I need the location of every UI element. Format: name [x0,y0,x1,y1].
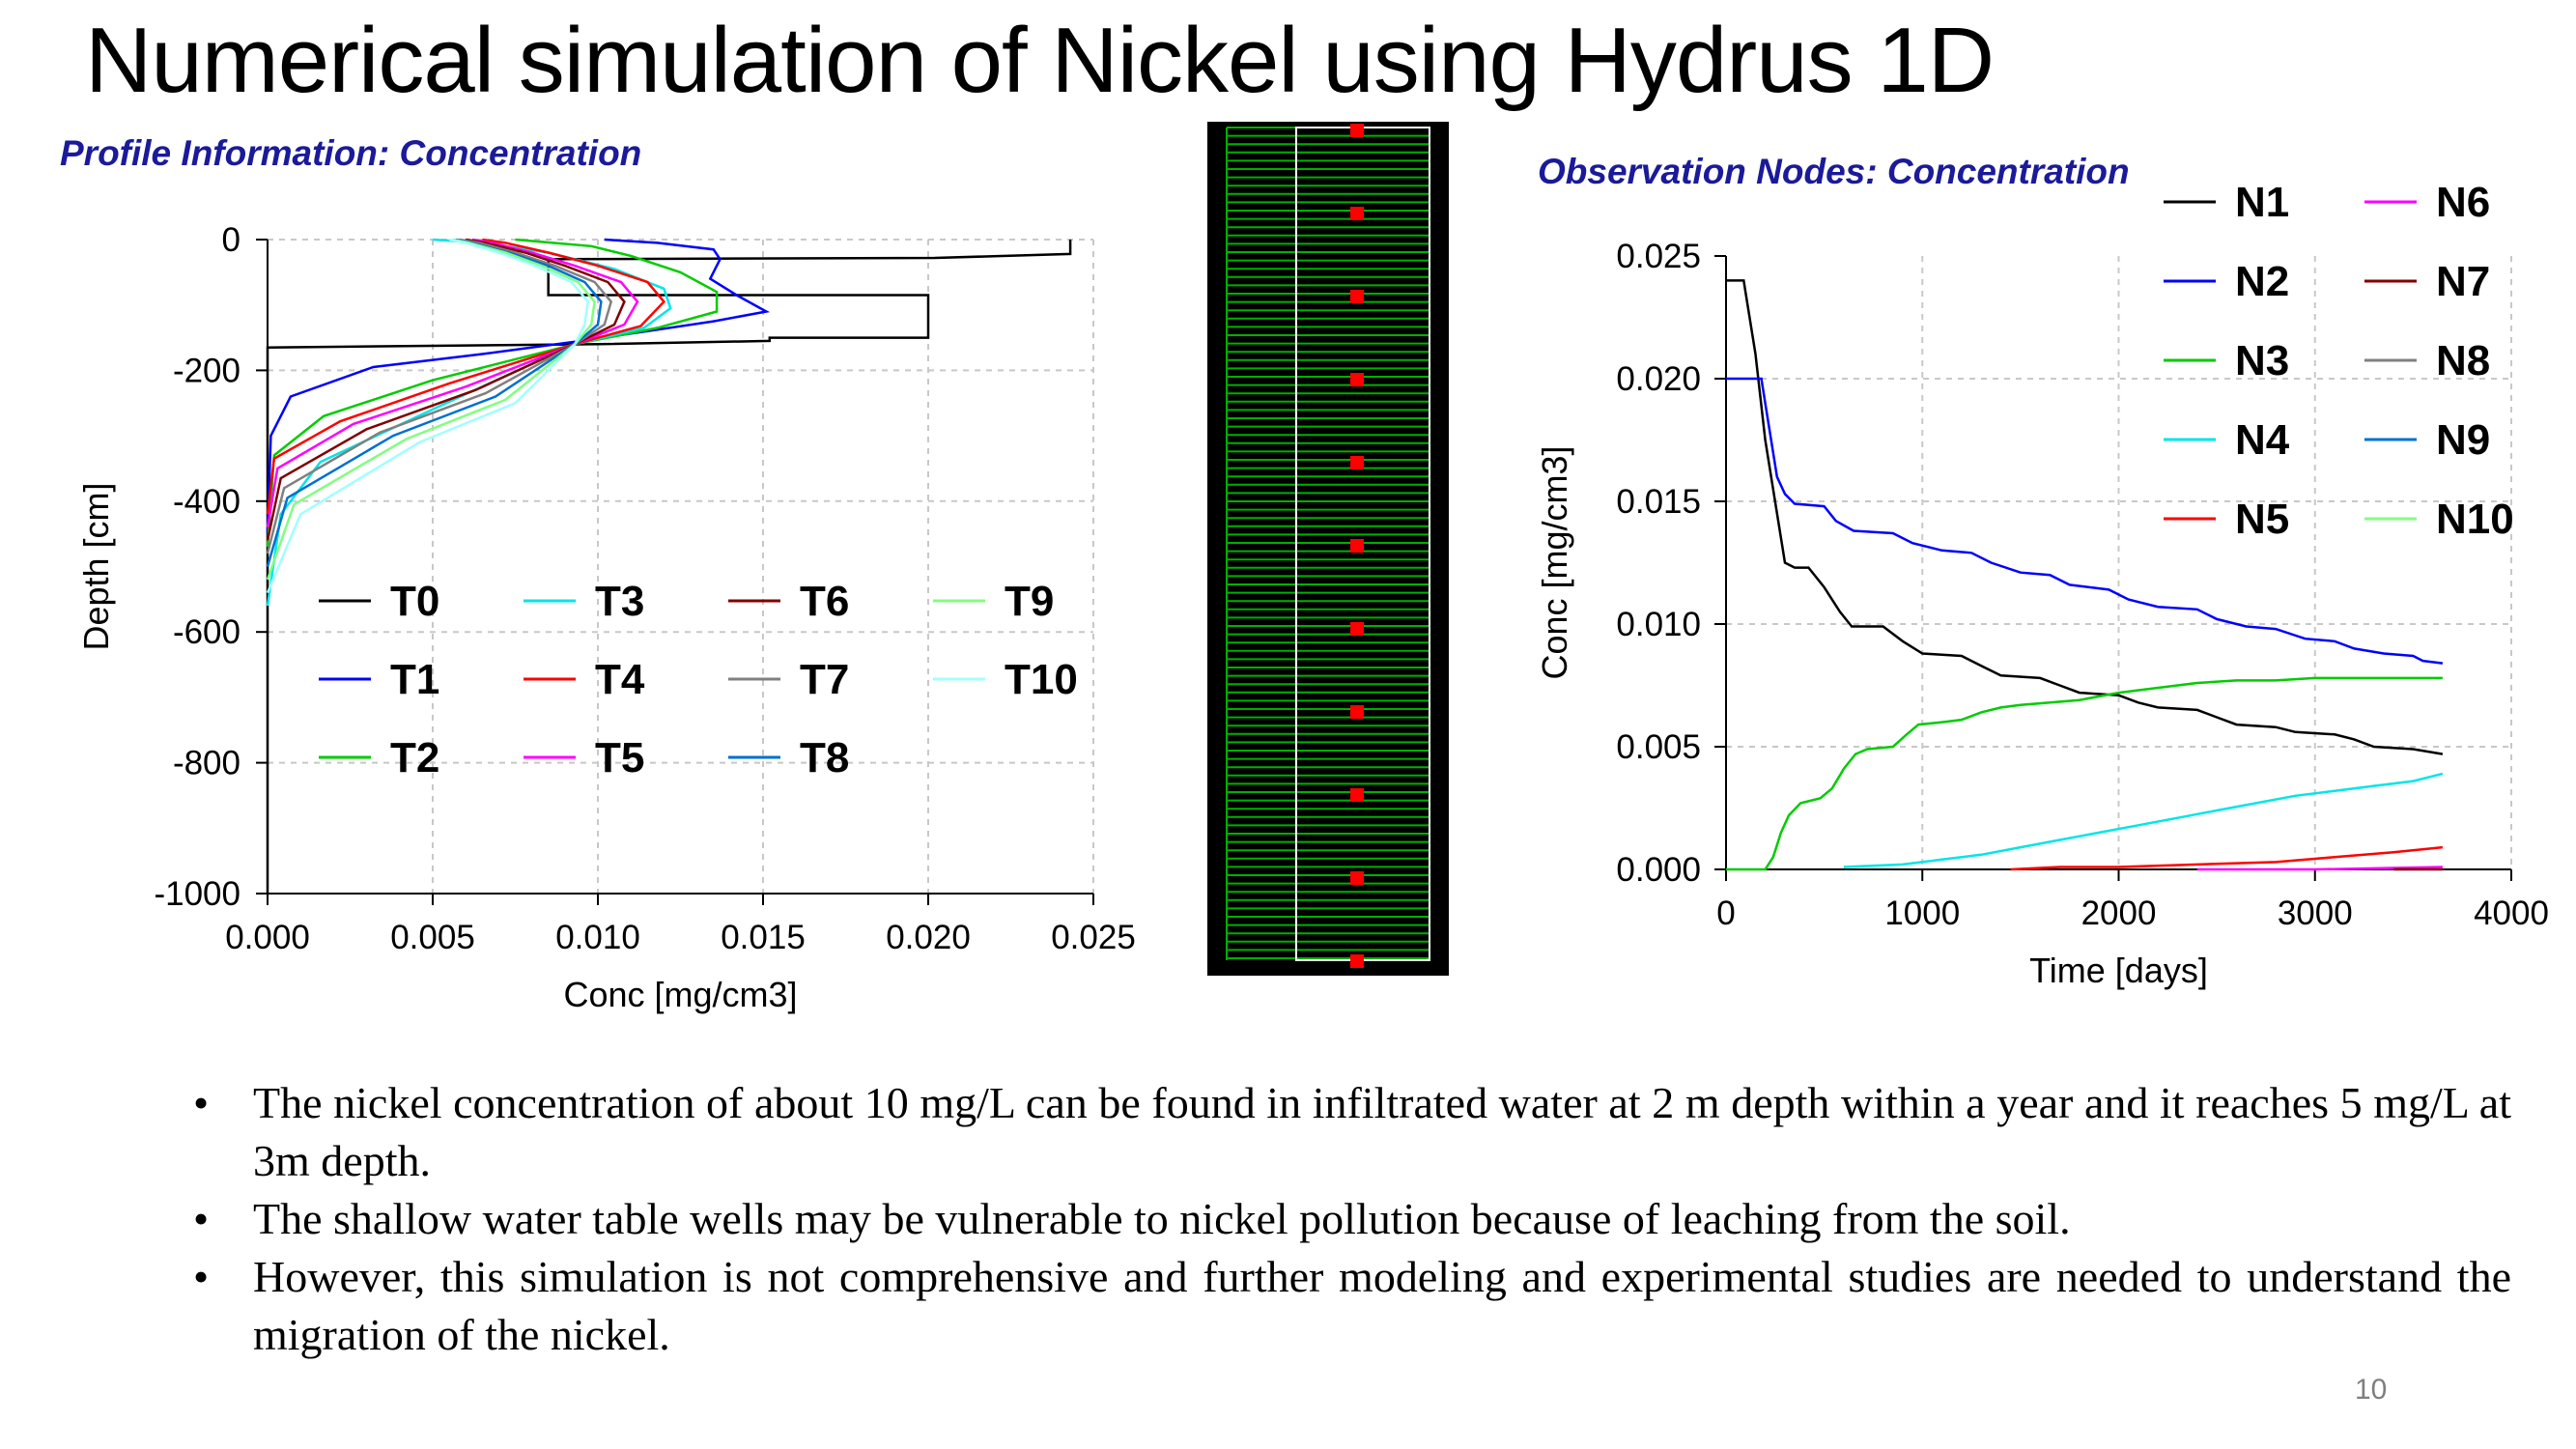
series-line-n2 [1726,377,2444,665]
x-tick-label: 0.020 [886,919,971,956]
observation-node-marker [1350,373,1364,386]
y-tick-label: 0.020 [1616,360,1701,398]
y-axis-label: Depth [cm] [76,482,116,650]
y-tick-label: -600 [173,613,241,651]
series-line-n1 [1726,279,2444,755]
observation-node-marker [1350,954,1364,968]
observation-node-marker [1350,788,1364,802]
bullet-symbol: • [193,1194,210,1243]
y-tick-label: -800 [173,745,241,782]
series-line-n5 [2010,845,2444,871]
legend-label: N4 [2235,416,2290,464]
x-tick-label: 0.025 [1051,919,1136,956]
observation-node-marker [1350,622,1364,636]
series-line-t10 [266,238,590,594]
bullet-symbol: • [193,1252,210,1301]
soil-column-mesh-svg [1207,122,1449,976]
bullet-text: The shallow water table wells may be vul… [253,1194,2071,1243]
x-tick-label: 0.005 [390,919,475,956]
legend-label: T0 [390,578,439,625]
legend-label: T4 [595,656,645,703]
legend-label: N3 [2235,337,2289,384]
legend-label: T3 [595,578,644,625]
series-line-t5 [266,238,639,528]
y-tick-label: 0.010 [1616,606,1701,643]
x-tick-label: 0.010 [555,919,640,956]
observation-node-marker [1350,456,1364,469]
legend-label: T10 [1005,656,1078,703]
series-line-t7 [266,238,613,554]
y-tick-label: 0.025 [1616,238,1701,275]
y-tick-label: -400 [173,483,241,521]
legend-label: T6 [800,578,849,625]
legend-label: N7 [2436,258,2490,305]
bullet-text: The nickel concentration of about 10 mg/… [253,1078,2511,1185]
y-tick-label: 0.005 [1616,728,1701,766]
bullet-item: • However, this simulation is not compreh… [193,1248,2511,1364]
legend-label: N5 [2235,496,2289,543]
legend-label: T8 [800,734,849,781]
y-tick-label: -1000 [154,875,241,913]
series-line-t6 [266,238,626,541]
series-line-t9 [266,238,596,581]
x-tick-label: 0.015 [721,919,806,956]
x-tick-label: 0.000 [225,919,310,956]
legend-label: T2 [390,734,439,781]
legend-label: N1 [2235,179,2289,226]
page-number: 10 [2355,1374,2388,1406]
legend-label: T7 [800,656,849,703]
legend-label: N8 [2436,337,2490,384]
legend-label: T5 [595,734,644,781]
series-line-n3 [1726,676,2443,871]
series-line-n4 [1843,772,2444,868]
observation-chart-svg: Observation Nodes: Concentration 0 1000 200… [1535,152,2549,990]
x-tick-label: 2000 [2081,895,2157,932]
bullet-text: However, this simulation is not comprehe… [253,1252,2511,1359]
x-tick-label: 1000 [1884,895,1960,932]
bullet-symbol: • [193,1078,210,1127]
x-tick-label: 4000 [2474,895,2549,932]
bullet-list: • The nickel concentration of about 10 mg… [193,1074,2511,1364]
x-tick-label: 0 [1716,895,1735,932]
legend-label: N2 [2235,258,2289,305]
mesh-background [1207,122,1449,976]
y-axis-label: Conc [mg/cm3] [1535,445,1574,679]
observation-node-marker [1350,124,1364,137]
series-line-t2 [266,238,719,548]
bullet-item: • The nickel concentration of about 10 mg… [193,1074,2511,1190]
y-tick-label: 0.015 [1616,483,1701,521]
observation-node-marker [1350,290,1364,303]
series-line-t1 [266,238,771,534]
bullet-item: • The shallow water table wells may be vu… [193,1190,2511,1248]
chart-title: Profile Information: Concentration [60,133,641,173]
legend-label: N9 [2436,416,2490,464]
y-tick-label: 0.000 [1616,851,1701,889]
series-line-t8 [266,238,603,567]
x-axis-label: Time [days] [2029,951,2208,990]
observation-node-marker [1350,705,1364,719]
y-tick-label: 0 [222,221,241,259]
series-line-t4 [266,238,666,515]
series-line-t0 [266,240,1072,894]
profile-chart-svg: Profile Information: Concentration 0.000 0… [60,133,1136,1014]
legend-label: T1 [390,656,439,703]
profile-concentration-chart: Profile Information: Concentration 0.000 0… [39,121,1149,1048]
x-axis-label: Conc [mg/cm3] [563,975,797,1014]
chart-title: Observation Nodes: Concentration [1538,152,2130,191]
slide-title: Numerical simulation of Nickel using Hyd… [85,9,1995,112]
legend-label: N10 [2436,496,2514,543]
observation-node-marker [1350,207,1364,220]
legend-label: N6 [2436,179,2490,226]
observation-nodes-chart: Observation Nodes: Concentration 0 1000 200… [1507,135,2550,1034]
y-tick-label: -200 [173,352,241,389]
soil-column-mesh [1207,122,1449,976]
x-tick-label: 3000 [2278,895,2353,932]
legend-label: T9 [1005,578,1054,625]
observation-node-marker [1350,871,1364,885]
series-line-n6 [2196,866,2443,871]
observation-node-marker [1350,539,1364,553]
